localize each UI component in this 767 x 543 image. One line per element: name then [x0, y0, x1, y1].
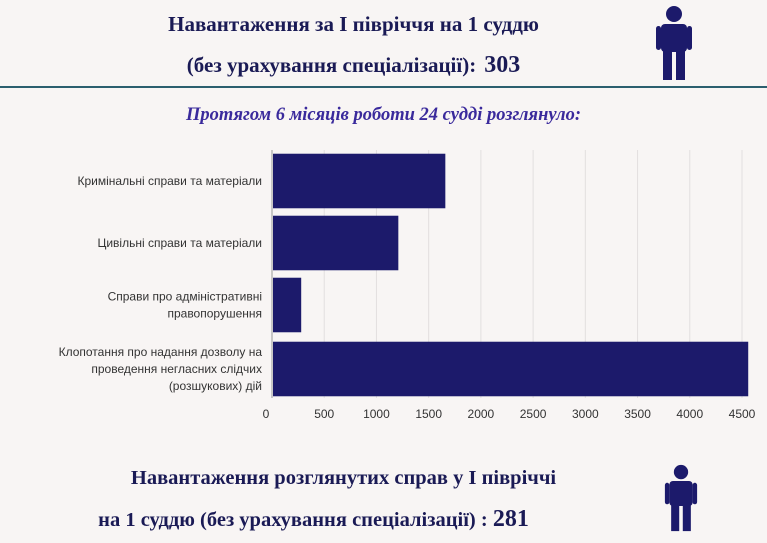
header-subtitle-text: (без урахування спеціалізації):	[186, 53, 477, 77]
category-label: (розшукових) дій	[169, 379, 262, 393]
category-label: Справи про адміністративні	[108, 290, 262, 304]
x-tick-label: 0	[263, 407, 270, 421]
x-tick-label: 3000	[572, 407, 599, 421]
footer-value: 281	[492, 506, 529, 532]
x-tick-label: 2500	[520, 407, 547, 421]
x-tick-label: 500	[314, 407, 334, 421]
person-icon	[656, 6, 692, 80]
header-subtitle: (без урахування спеціалізації): 303	[0, 52, 737, 79]
person-icon	[664, 464, 698, 532]
footer-subtitle-text: на 1 суддю (без урахування спеціалізації…	[98, 509, 488, 531]
x-tick-label: 1000	[363, 407, 390, 421]
category-label: проведення негласних слідчих	[91, 362, 262, 376]
bar	[273, 277, 302, 333]
x-tick-label: 2000	[468, 407, 495, 421]
category-label: Цивільні справи та матеріали	[97, 236, 262, 250]
chart-subtitle: Протягом 6 місяців роботи 24 судді розгл…	[186, 105, 581, 125]
header-title: Навантаження за І півріччя на 1 суддю	[168, 12, 539, 36]
category-label: Кримінальні справи та матеріали	[77, 174, 262, 188]
header-value: 303	[484, 52, 521, 78]
x-tick-label: 4000	[676, 407, 703, 421]
bar	[273, 215, 399, 271]
header-divider	[0, 86, 767, 88]
bar	[273, 341, 749, 397]
category-label: Клопотання про надання дозволу на	[59, 345, 263, 359]
x-tick-label: 1500	[415, 407, 442, 421]
bar-chart: 0 500 1000 1500 2000 2500 3000 3500 4000 4500 Крим…	[59, 150, 756, 421]
x-tick-label: 3500	[624, 407, 651, 421]
x-tick-label: 4500	[729, 407, 756, 421]
footer-title: Навантаження розглянутих справ у І піврі…	[130, 467, 557, 489]
footer-subtitle: на 1 суддю (без урахування спеціалізації…	[0, 506, 697, 533]
bar	[273, 153, 446, 209]
category-label: правопорушення	[167, 307, 262, 321]
